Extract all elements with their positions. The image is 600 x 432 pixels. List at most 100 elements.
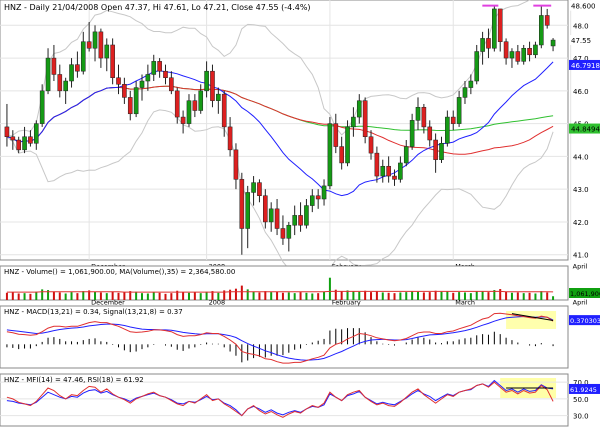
volume-ma-line [6, 290, 554, 293]
candle-body [127, 97, 133, 115]
candle-body [45, 57, 51, 92]
volume-bar [458, 292, 461, 300]
rsi-last-box [569, 383, 600, 394]
volume-bar [17, 293, 20, 300]
candle-body [116, 77, 121, 85]
ma-200-value-label: 44.8494 [571, 126, 600, 134]
macd-signal-line [6, 315, 554, 361]
volume-bar [94, 291, 97, 300]
candle-body [198, 90, 204, 111]
volume-bar [252, 291, 255, 300]
volume-bar [164, 293, 167, 300]
candle-body [33, 123, 39, 144]
volume-bar [399, 292, 402, 300]
volume-bar [111, 291, 114, 300]
candle-body [227, 126, 233, 151]
macd-panel: HNZ - MACD(13,21) = 0.34, Signal(13,21,8… [0, 305, 600, 369]
candle-body [63, 80, 68, 92]
candle-body [204, 70, 209, 92]
candle-body [374, 152, 380, 177]
candle-body [544, 15, 550, 26]
candle-body [492, 8, 497, 49]
volume-bar [375, 291, 378, 300]
volume-bar [35, 291, 38, 300]
volume-bar [270, 292, 273, 300]
volume-bar [428, 292, 431, 300]
price-high-label: 48.600 [571, 3, 596, 11]
candle-body [533, 44, 538, 56]
macd-panel-title: HNZ - MACD(13,21) = 0.34, Signal(13,21,8… [4, 308, 183, 316]
volume-panel-title: HNZ - Volume() = 1,061,900.00, MA(Volume… [4, 268, 235, 276]
volume-bar [229, 289, 232, 300]
candle-body [550, 39, 556, 47]
volume-panel: HNZ - Volume() = 1,061,900.00, MA(Volume… [0, 265, 600, 307]
candle-body [292, 215, 297, 226]
candle-body [539, 15, 544, 46]
candle-body [351, 116, 356, 128]
mfi-line [6, 381, 554, 418]
candle-body [368, 136, 374, 154]
volume-bar [417, 291, 419, 300]
volume-bar [422, 292, 425, 300]
price-y-tick-label: 46.0 [573, 88, 589, 96]
ma-200-value-label-box [569, 123, 600, 134]
price-y-tick-label: 47.0 [573, 55, 589, 63]
mfi-y-tick-label: 70.0 [573, 379, 589, 387]
volume-bar [323, 291, 326, 300]
volume-bar [481, 291, 484, 300]
volume-bar [528, 292, 531, 300]
volume-bar [99, 292, 102, 300]
volume-bar [158, 292, 161, 300]
candle-body [75, 64, 80, 72]
volume-bar [258, 292, 261, 300]
volume-bar [434, 290, 437, 300]
candle-body [186, 100, 192, 124]
candle-body [409, 120, 415, 147]
candle-body [515, 51, 521, 62]
price-x-tick-label: April [573, 263, 588, 271]
candle-body [298, 215, 303, 226]
volume-bar [540, 291, 543, 300]
volume-x-tick-label: December [91, 299, 125, 307]
candle-body [509, 51, 515, 59]
volume-bar [223, 290, 226, 300]
volume-bar [41, 289, 44, 300]
volume-bar [405, 292, 408, 300]
volume-bar [370, 292, 373, 300]
candle-body [421, 106, 427, 128]
volume-bar [334, 289, 337, 300]
volume-bar [552, 296, 555, 300]
volume-bar [182, 292, 185, 300]
volume-bar [281, 292, 284, 300]
candle-body [345, 126, 350, 164]
price-last-label: 47.55 [571, 37, 591, 45]
candle-body [486, 38, 491, 49]
candle-body [280, 228, 286, 239]
candle-body [274, 208, 280, 229]
volume-bar [152, 292, 155, 300]
volume-bar [70, 292, 73, 300]
candle-body [233, 149, 239, 180]
candle-body [386, 165, 391, 177]
volume-bar [505, 291, 508, 300]
candle-body [456, 97, 462, 124]
candle-body [169, 77, 174, 92]
candle-body [450, 116, 456, 124]
volume-bar [311, 293, 314, 300]
volume-bar [340, 291, 343, 300]
volume-bar [52, 291, 55, 300]
candle-body [521, 47, 527, 62]
candle-body [4, 126, 10, 137]
volume-bar [217, 292, 220, 300]
price-panel: HNZ - Daily 21/04/2008 Open 47.37, Hi 47… [0, 0, 600, 284]
candle-body [257, 182, 262, 196]
volume-bar [117, 292, 120, 300]
volume-bar [534, 293, 537, 300]
volume-bar [88, 290, 91, 300]
price-panel-title: HNZ - Daily 21/04/2008 Open 47.37, Hi 47… [4, 3, 311, 12]
mfi-y-tick-label: 30.0 [573, 413, 589, 421]
volume-bar [234, 288, 237, 300]
macd-line [6, 312, 554, 364]
